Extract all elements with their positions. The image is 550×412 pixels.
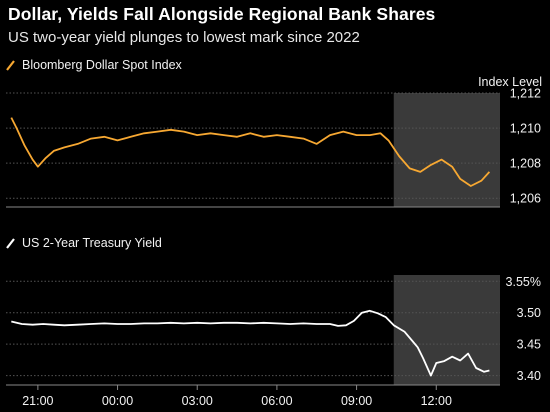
legend-yield: US 2-Year Treasury Yield xyxy=(6,236,162,250)
dollar-ytick-label: 1,206 xyxy=(510,192,541,206)
xtick-label: 09:00 xyxy=(341,394,372,408)
yield-ytick-label: 3.55% xyxy=(506,275,541,289)
dollar-ytick-label: 1,212 xyxy=(510,87,541,101)
yield-shaded-region xyxy=(393,275,500,385)
chart-title: Dollar, Yields Fall Alongside Regional B… xyxy=(8,4,436,24)
legend-yield-swatch-icon xyxy=(6,238,15,249)
xtick-label: 03:00 xyxy=(182,394,213,408)
dollar-ylabel: Index Level xyxy=(478,75,542,89)
legend-yield-label: US 2-Year Treasury Yield xyxy=(22,236,162,250)
legend-dollar: Bloomberg Dollar Spot Index xyxy=(6,58,182,72)
yield-series-line xyxy=(11,309,490,377)
xtick-label: 12:00 xyxy=(421,394,452,408)
dollar-shaded-region xyxy=(393,93,500,207)
yield-ytick-label: 3.50 xyxy=(517,306,541,320)
xtick-label: 00:00 xyxy=(102,394,133,408)
chart-subtitle: US two-year yield plunges to lowest mark… xyxy=(8,29,360,46)
dollar-ytick-label: 1,208 xyxy=(510,157,541,171)
dollar-series-line xyxy=(10,117,491,187)
xtick-label: 21:00 xyxy=(22,394,53,408)
yield-ytick-label: 3.45 xyxy=(517,338,541,352)
legend-dollar-swatch-icon xyxy=(6,60,15,71)
xtick-label: 06:00 xyxy=(261,394,292,408)
dollar-ytick-label: 1,210 xyxy=(510,122,541,136)
legend-dollar-label: Bloomberg Dollar Spot Index xyxy=(22,58,182,72)
yield-ytick-label: 3.40 xyxy=(517,369,541,383)
